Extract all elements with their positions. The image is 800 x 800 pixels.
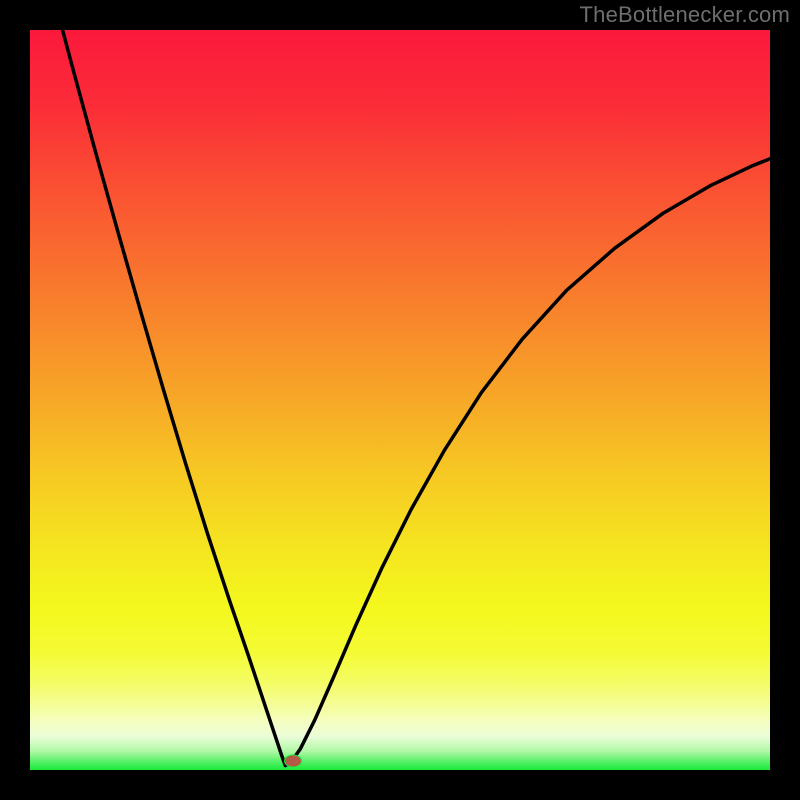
- bottleneck-curve: [30, 30, 770, 770]
- curve-path: [63, 30, 770, 766]
- valley-marker: [284, 755, 302, 768]
- chart-frame: TheBottlenecker.com: [0, 0, 800, 800]
- watermark-label: TheBottlenecker.com: [580, 2, 790, 28]
- plot-area: [30, 30, 770, 770]
